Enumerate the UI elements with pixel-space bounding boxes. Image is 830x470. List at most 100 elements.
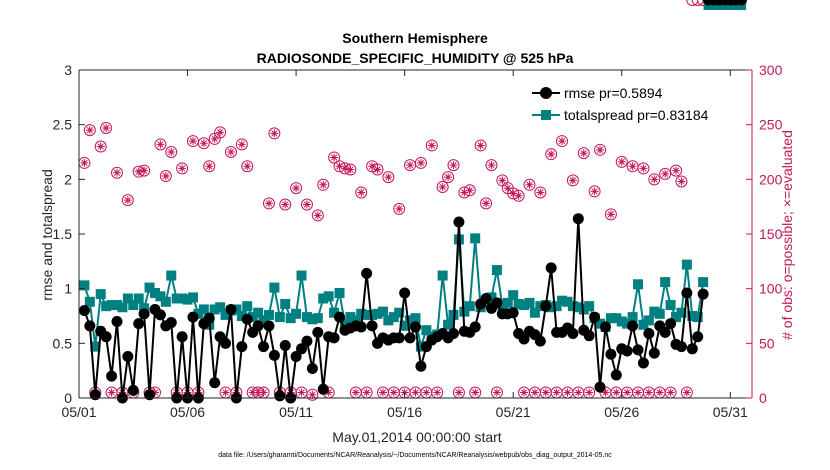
obs-evaluated-marker	[460, 188, 469, 197]
x-tick-label: 05/21	[496, 404, 531, 420]
obs-evaluated-marker	[140, 166, 149, 175]
totalspread-point	[209, 304, 220, 315]
obs-possible-marker	[268, 127, 281, 140]
totalspread-point	[160, 296, 171, 307]
obs-possible-marker	[474, 139, 487, 152]
totalspread-point	[307, 314, 318, 325]
rmse-point	[361, 267, 373, 279]
totalspread-point	[377, 306, 388, 317]
x-tick-label: 05/06	[170, 404, 205, 420]
obs-possible-marker	[214, 126, 227, 139]
y-tick-label: 1.5	[53, 226, 73, 242]
obs-possible-marker	[436, 180, 449, 193]
totalspread-point	[122, 293, 133, 304]
obs-evaluated-marker	[509, 189, 518, 198]
rmse-point	[355, 321, 367, 333]
y-axis-label-right: # of obs: o=possible; ×=evaluated	[779, 130, 795, 340]
obs-evaluated-marker	[112, 168, 121, 177]
obs-evaluated-marker	[416, 158, 425, 167]
rmse-point	[404, 332, 416, 344]
obs-evaluated-marker	[650, 175, 659, 184]
totalspread-point	[491, 265, 502, 276]
obs-evaluated-marker	[102, 123, 111, 132]
obs-possible-marker	[566, 174, 579, 187]
x-tick-label: 05/31	[713, 404, 748, 420]
legend: rmse pr=0.5894 totalspread pr=0.83184	[527, 80, 742, 128]
rmse-point	[84, 320, 96, 332]
y-tick-label: 0.5	[53, 335, 73, 351]
totalspread-point	[687, 311, 698, 321]
totalspread-point	[654, 308, 665, 319]
totalspread-point	[638, 319, 649, 330]
obs-possible-marker	[442, 171, 455, 184]
rmse-point	[89, 389, 101, 401]
totalspread-point	[367, 309, 378, 320]
totalspread-point	[291, 308, 302, 319]
totalspread-point	[339, 318, 350, 329]
rmse-point	[334, 311, 346, 323]
obs-evaluated-marker	[150, 388, 159, 397]
obs-evaluated-marker	[454, 388, 463, 397]
rmse-point	[637, 357, 649, 369]
legend-label-totalspread: totalspread pr=0.83184	[564, 107, 709, 123]
totalspread-point	[698, 277, 709, 288]
rmse-point	[274, 390, 286, 402]
obs-evaluated-marker	[254, 388, 263, 397]
totalspread-point	[573, 302, 584, 313]
obs-possible-marker	[648, 173, 661, 186]
obs-evaluated-marker	[80, 158, 89, 167]
obs-evaluated-marker	[324, 388, 333, 397]
totalspread-point	[692, 312, 703, 323]
obs-evaluated-marker	[682, 388, 691, 397]
rmse-point	[735, 0, 747, 6]
obs-evaluated-marker	[492, 388, 501, 397]
totalspread-point	[437, 270, 448, 281]
totalspread-point	[551, 301, 562, 312]
totalspread-point	[410, 313, 421, 324]
y-tick-label-right: 50	[759, 335, 775, 351]
totalspread-point	[84, 296, 95, 307]
rmse-point	[447, 327, 459, 339]
totalspread-point	[155, 291, 166, 302]
rmse-point	[154, 309, 166, 321]
obs-possible-marker	[121, 194, 134, 207]
totalspread-point	[274, 312, 285, 323]
totalspread-point	[443, 319, 454, 330]
obs-evaluated-marker	[156, 140, 165, 149]
y-tick-label-right: 0	[759, 390, 767, 406]
y-tick-label-right: 250	[759, 117, 783, 133]
legend-marker-totalspread	[541, 110, 551, 120]
totalspread-point	[285, 313, 296, 324]
obs-possible-marker	[697, 0, 710, 6]
axes: 05/01 05/06 05/11 05/16 05/21 05/26 05/31 0 0.5 1…	[53, 62, 783, 420]
obs-evaluated-marker	[482, 199, 491, 208]
totalspread-point	[318, 293, 329, 304]
rmse-point	[589, 311, 601, 323]
obs-evaluated-marker	[563, 388, 572, 397]
obs-evaluated-marker	[346, 165, 355, 174]
totalspread-point	[616, 316, 627, 327]
obs-possible-marker	[604, 208, 617, 221]
obs-evaluated-marker	[308, 390, 317, 399]
rmse-point	[133, 318, 145, 330]
obs-evaluated-marker	[617, 157, 626, 166]
totalspread-point	[133, 293, 144, 304]
rmse-point	[632, 344, 644, 356]
y-tick-label-right: 150	[759, 226, 783, 242]
totalspread-point	[502, 297, 513, 308]
rmse-point	[252, 320, 264, 332]
obs-evaluated-marker	[302, 200, 311, 209]
obs-possible-marker	[235, 138, 248, 151]
totalspread-point	[296, 270, 307, 281]
obs-evaluated-marker	[471, 388, 480, 397]
totalspread-point	[486, 292, 497, 303]
obs-evaluated-marker	[444, 173, 453, 182]
rmse-point	[127, 384, 139, 396]
totalspread-point	[95, 289, 106, 300]
obs-evaluated-marker	[672, 166, 681, 175]
obs-evaluated-marker	[655, 388, 664, 397]
x-axis-label: May.01,2014 00:00:00 start	[332, 429, 502, 445]
obs-evaluated-marker	[449, 161, 458, 170]
rmse-point	[697, 288, 709, 300]
totalspread-point	[253, 307, 264, 318]
